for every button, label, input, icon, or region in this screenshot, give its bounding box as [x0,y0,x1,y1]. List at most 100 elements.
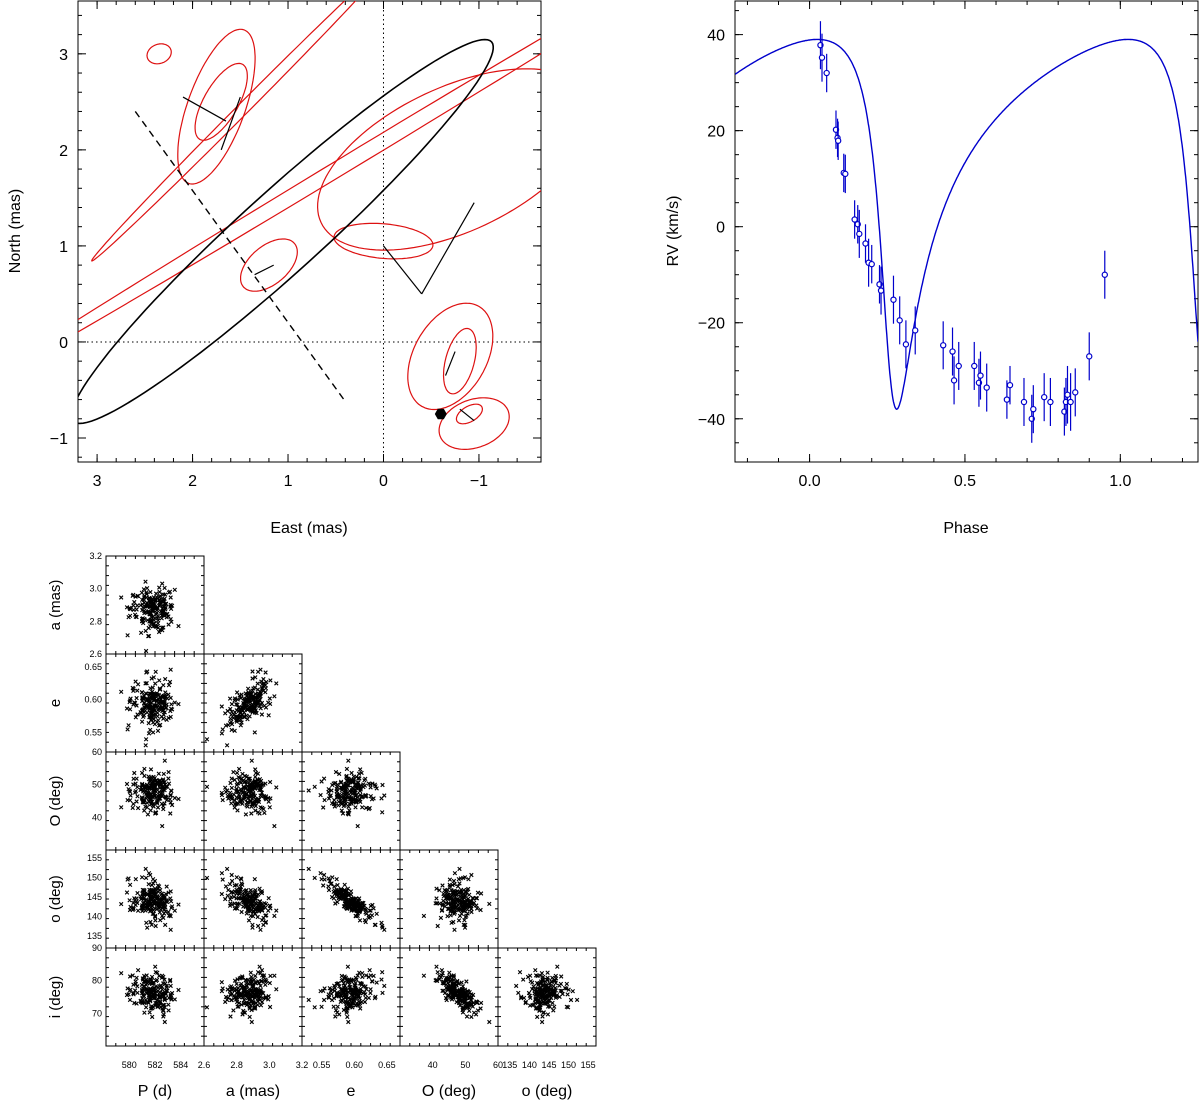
sample-marker [451,990,456,995]
sample-marker [452,897,457,903]
residual-segment [220,96,241,151]
sample-marker [147,899,152,905]
sample-marker [142,900,147,905]
sample-marker [236,705,241,710]
y-tick-label: −20 [698,316,725,333]
sample-marker [452,927,457,932]
sample-marker [162,585,167,591]
sample-marker [335,1004,340,1009]
sample-marker [164,884,169,889]
sample-marker [523,1000,528,1006]
sample-marker [478,1006,483,1011]
sample-marker [252,904,257,909]
sample-marker [151,896,156,901]
corner-y-tick-label: 0.60 [84,695,102,705]
sample-marker [258,971,263,976]
sample-marker [229,894,234,900]
sample-marker [461,875,466,881]
sample-marker [469,872,474,878]
sample-marker [255,1002,260,1008]
sample-marker [153,923,158,929]
sample-marker [228,1014,233,1019]
sample-marker [259,968,265,973]
sample-marker [169,702,174,707]
sample-marker [145,925,150,930]
corner-x-tick-label: 155 [581,1060,596,1070]
sample-marker [128,793,133,798]
sample-marker [249,1007,254,1013]
corner-x-tick-label: 40 [428,1060,438,1070]
sample-marker [158,918,163,923]
corner-x-tick-label: 3.0 [263,1060,276,1070]
sample-marker [135,984,140,989]
sample-marker [155,805,161,810]
rv-point-marker [902,341,910,348]
sample-marker [125,797,130,803]
sample-marker [475,1008,481,1013]
sample-marker [329,788,334,793]
sample-marker [250,925,255,930]
sample-marker [156,781,161,786]
y-tick-label: −40 [698,412,725,429]
sample-marker [176,796,181,802]
sample-marker [530,980,535,985]
sample-marker [250,676,255,681]
sample-marker [143,648,149,654]
sample-marker [148,907,154,913]
sample-marker [158,695,163,700]
sample-marker [235,781,240,786]
sample-marker [251,686,256,691]
sample-marker [232,698,237,703]
sample-marker [141,890,146,895]
sample-marker [157,792,162,798]
sample-marker [160,777,166,782]
sample-marker [143,737,149,742]
sample-marker [160,823,165,829]
sample-marker [223,723,229,728]
sample-marker [442,990,448,996]
sample-marker [225,893,230,898]
error-ellipse [407,302,494,411]
sample-marker [445,914,450,919]
sample-marker [539,987,544,993]
sample-marker [176,987,181,993]
sample-marker [124,781,130,787]
sample-marker [165,696,170,701]
sample-marker [166,1002,171,1007]
corner-row-label: O (deg) [47,776,64,827]
sample-marker [156,1004,161,1009]
sample-marker [359,770,364,776]
sample-marker [574,997,580,1003]
corner-column-label: o (deg) [522,1083,573,1100]
corner-row-label: i (deg) [47,976,64,1019]
sample-marker [162,1019,167,1025]
sample-marker [336,896,341,901]
sample-marker [243,901,249,906]
sample-marker [229,727,234,733]
sample-marker [253,767,258,772]
corner-cell [497,947,597,1047]
sample-marker [125,633,130,638]
sample-marker [379,920,384,925]
sample-marker [344,773,349,779]
sample-marker [253,695,258,700]
corner-x-tick-label: 2.8 [230,1060,243,1070]
sample-marker [448,979,453,984]
sample-marker [552,1004,557,1009]
sample-marker [343,890,348,895]
sample-marker [131,991,136,996]
sample-marker [465,988,470,994]
sample-marker [438,974,444,980]
corner-cell [105,751,205,851]
sample-marker [440,971,445,976]
sample-marker [151,911,156,916]
sample-marker [346,978,351,984]
sample-marker [148,801,154,807]
sample-marker [155,714,160,719]
sample-marker [367,968,372,973]
sample-marker [253,980,258,985]
sample-marker [434,886,439,891]
sample-marker [268,973,273,979]
sample-marker [157,678,162,683]
rv-point-marker [896,317,903,324]
